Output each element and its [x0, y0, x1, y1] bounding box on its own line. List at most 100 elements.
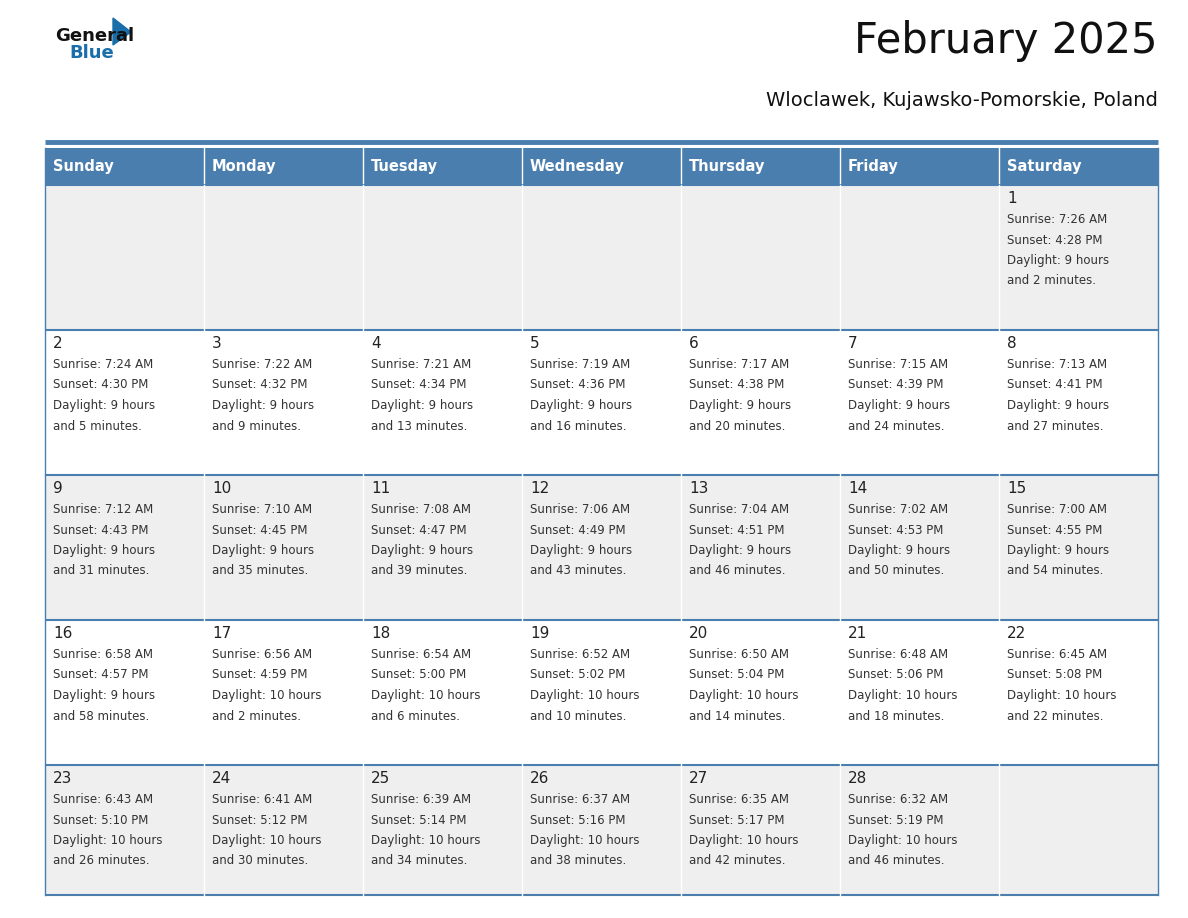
- Text: Sunset: 4:39 PM: Sunset: 4:39 PM: [848, 378, 943, 391]
- Text: Daylight: 9 hours: Daylight: 9 hours: [689, 399, 791, 412]
- Text: 14: 14: [848, 481, 867, 496]
- Text: Sunset: 4:36 PM: Sunset: 4:36 PM: [530, 378, 626, 391]
- Text: Sunrise: 7:15 AM: Sunrise: 7:15 AM: [848, 358, 948, 371]
- Text: Daylight: 10 hours: Daylight: 10 hours: [53, 834, 163, 847]
- Bar: [999, 148, 1158, 185]
- Text: 4: 4: [371, 336, 380, 351]
- Text: 20: 20: [689, 626, 708, 641]
- Text: Sunset: 5:14 PM: Sunset: 5:14 PM: [371, 813, 467, 826]
- Text: Sunset: 4:41 PM: Sunset: 4:41 PM: [1007, 378, 1102, 391]
- Text: Daylight: 9 hours: Daylight: 9 hours: [53, 544, 156, 557]
- Text: Sunset: 4:30 PM: Sunset: 4:30 PM: [53, 378, 148, 391]
- Text: and 10 minutes.: and 10 minutes.: [530, 710, 626, 722]
- Text: Wloclawek, Kujawsko-Pomorskie, Poland: Wloclawek, Kujawsko-Pomorskie, Poland: [766, 91, 1158, 110]
- Text: Sunrise: 7:17 AM: Sunrise: 7:17 AM: [689, 358, 789, 371]
- Text: 19: 19: [530, 626, 549, 641]
- Text: Daylight: 10 hours: Daylight: 10 hours: [1007, 689, 1117, 702]
- Text: Daylight: 9 hours: Daylight: 9 hours: [53, 399, 156, 412]
- Text: Sunrise: 7:19 AM: Sunrise: 7:19 AM: [530, 358, 631, 371]
- Text: and 2 minutes.: and 2 minutes.: [1007, 274, 1097, 287]
- Text: 15: 15: [1007, 481, 1026, 496]
- Text: and 34 minutes.: and 34 minutes.: [371, 855, 467, 868]
- Text: Sunrise: 6:45 AM: Sunrise: 6:45 AM: [1007, 648, 1107, 661]
- Text: 13: 13: [689, 481, 708, 496]
- Text: and 20 minutes.: and 20 minutes.: [689, 420, 785, 432]
- Text: Daylight: 9 hours: Daylight: 9 hours: [530, 544, 632, 557]
- Text: 28: 28: [848, 771, 867, 786]
- Text: Sunrise: 7:13 AM: Sunrise: 7:13 AM: [1007, 358, 1107, 371]
- Text: February 2025: February 2025: [854, 20, 1158, 62]
- Text: 18: 18: [371, 626, 390, 641]
- Text: Daylight: 10 hours: Daylight: 10 hours: [211, 689, 322, 702]
- Bar: [840, 148, 999, 185]
- Bar: [364, 148, 522, 185]
- Text: Sunrise: 7:12 AM: Sunrise: 7:12 AM: [53, 503, 153, 516]
- Text: Sunrise: 6:48 AM: Sunrise: 6:48 AM: [848, 648, 948, 661]
- Text: Daylight: 9 hours: Daylight: 9 hours: [53, 689, 156, 702]
- Text: Daylight: 9 hours: Daylight: 9 hours: [530, 399, 632, 412]
- Text: Sunset: 4:57 PM: Sunset: 4:57 PM: [53, 668, 148, 681]
- Text: and 16 minutes.: and 16 minutes.: [530, 420, 626, 432]
- Text: 2: 2: [53, 336, 63, 351]
- Text: Blue: Blue: [69, 44, 114, 62]
- Text: Daylight: 10 hours: Daylight: 10 hours: [848, 834, 958, 847]
- Text: and 46 minutes.: and 46 minutes.: [689, 565, 785, 577]
- Text: 11: 11: [371, 481, 390, 496]
- Text: Sunset: 5:17 PM: Sunset: 5:17 PM: [689, 813, 784, 826]
- Text: and 58 minutes.: and 58 minutes.: [53, 710, 150, 722]
- Text: Daylight: 10 hours: Daylight: 10 hours: [689, 834, 798, 847]
- Text: Sunrise: 7:02 AM: Sunrise: 7:02 AM: [848, 503, 948, 516]
- Text: 1: 1: [1007, 191, 1017, 206]
- Text: and 38 minutes.: and 38 minutes.: [530, 855, 626, 868]
- Text: 10: 10: [211, 481, 232, 496]
- Text: and 6 minutes.: and 6 minutes.: [371, 710, 460, 722]
- Text: Sunset: 5:08 PM: Sunset: 5:08 PM: [1007, 668, 1102, 681]
- Text: 8: 8: [1007, 336, 1017, 351]
- Text: and 46 minutes.: and 46 minutes.: [848, 855, 944, 868]
- Text: 25: 25: [371, 771, 390, 786]
- Text: Sunrise: 7:26 AM: Sunrise: 7:26 AM: [1007, 213, 1107, 226]
- Text: and 18 minutes.: and 18 minutes.: [848, 710, 944, 722]
- Text: 24: 24: [211, 771, 232, 786]
- Text: Sunset: 5:19 PM: Sunset: 5:19 PM: [848, 813, 943, 826]
- Bar: [45, 475, 1158, 620]
- Text: Sunrise: 7:06 AM: Sunrise: 7:06 AM: [530, 503, 630, 516]
- Bar: [45, 330, 1158, 475]
- Text: 16: 16: [53, 626, 72, 641]
- Text: and 24 minutes.: and 24 minutes.: [848, 420, 944, 432]
- Bar: [45, 185, 1158, 330]
- Bar: [45, 765, 1158, 895]
- Text: Daylight: 9 hours: Daylight: 9 hours: [689, 544, 791, 557]
- Text: and 30 minutes.: and 30 minutes.: [211, 855, 308, 868]
- Text: Daylight: 9 hours: Daylight: 9 hours: [211, 399, 314, 412]
- Text: Sunrise: 7:21 AM: Sunrise: 7:21 AM: [371, 358, 472, 371]
- Text: 21: 21: [848, 626, 867, 641]
- Text: Sunrise: 6:43 AM: Sunrise: 6:43 AM: [53, 793, 153, 806]
- Polygon shape: [113, 18, 131, 45]
- Text: Sunset: 4:49 PM: Sunset: 4:49 PM: [530, 523, 626, 536]
- Text: Wednesday: Wednesday: [530, 159, 625, 174]
- Text: Sunrise: 6:58 AM: Sunrise: 6:58 AM: [53, 648, 153, 661]
- Text: Sunset: 4:51 PM: Sunset: 4:51 PM: [689, 523, 784, 536]
- Text: Daylight: 10 hours: Daylight: 10 hours: [211, 834, 322, 847]
- Text: Tuesday: Tuesday: [371, 159, 438, 174]
- Bar: [522, 148, 681, 185]
- Text: Sunset: 5:10 PM: Sunset: 5:10 PM: [53, 813, 148, 826]
- Text: Daylight: 9 hours: Daylight: 9 hours: [211, 544, 314, 557]
- Text: Sunset: 5:16 PM: Sunset: 5:16 PM: [530, 813, 626, 826]
- Bar: [45, 620, 1158, 765]
- Text: Friday: Friday: [848, 159, 899, 174]
- Text: 5: 5: [530, 336, 539, 351]
- Text: 22: 22: [1007, 626, 1026, 641]
- Text: Sunset: 4:45 PM: Sunset: 4:45 PM: [211, 523, 308, 536]
- Text: 3: 3: [211, 336, 222, 351]
- Text: Sunset: 4:55 PM: Sunset: 4:55 PM: [1007, 523, 1102, 536]
- Bar: [204, 148, 364, 185]
- Text: Sunrise: 7:04 AM: Sunrise: 7:04 AM: [689, 503, 789, 516]
- Text: Sunset: 4:34 PM: Sunset: 4:34 PM: [371, 378, 467, 391]
- Text: and 22 minutes.: and 22 minutes.: [1007, 710, 1104, 722]
- Text: 7: 7: [848, 336, 858, 351]
- Text: Sunset: 4:28 PM: Sunset: 4:28 PM: [1007, 233, 1102, 247]
- Text: Sunset: 4:53 PM: Sunset: 4:53 PM: [848, 523, 943, 536]
- Bar: [45, 148, 204, 185]
